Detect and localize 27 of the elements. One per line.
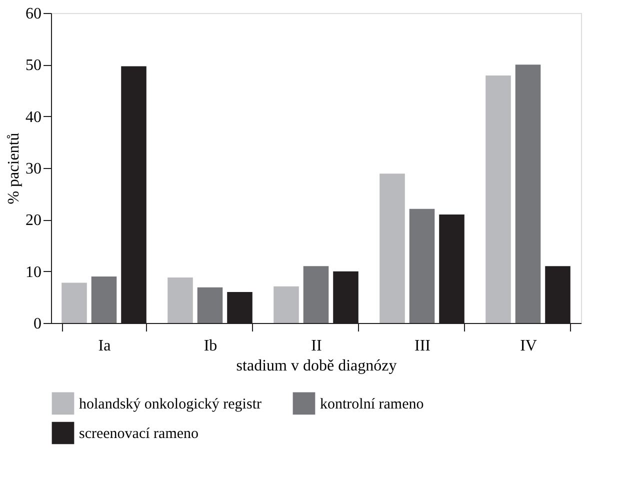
x-tick-label: II [311,338,322,354]
bar [380,174,405,323]
bar [62,282,87,323]
legend-label: kontrolní rameno [320,396,424,412]
y-axis-title: % pacientů [6,132,22,204]
legend-label: holandský onkologický registr [79,396,262,412]
y-tick-label: 60 [26,6,42,22]
bar [515,64,541,323]
x-tick-label: III [414,338,430,354]
x-tick-label: IV [520,338,538,354]
bar [91,276,117,323]
bar [486,76,511,323]
legend-label: screenovací rameno [79,426,199,442]
bar [409,208,435,323]
bar [274,286,299,323]
bar [197,287,223,323]
y-tick-label: 50 [26,57,42,74]
y-tick-label: 40 [26,108,42,126]
y-tick-label: 0 [34,316,42,332]
bar [168,278,193,323]
y-tick-label: 10 [26,264,42,281]
y-tick-label: 30 [26,160,42,178]
y-tick-label: 20 [26,212,42,230]
bar [303,266,329,323]
x-tick-label: Ia [98,338,111,354]
x-axis-title: stadium v době diagnózy [236,358,397,374]
x-tick-label: Ib [204,338,218,354]
